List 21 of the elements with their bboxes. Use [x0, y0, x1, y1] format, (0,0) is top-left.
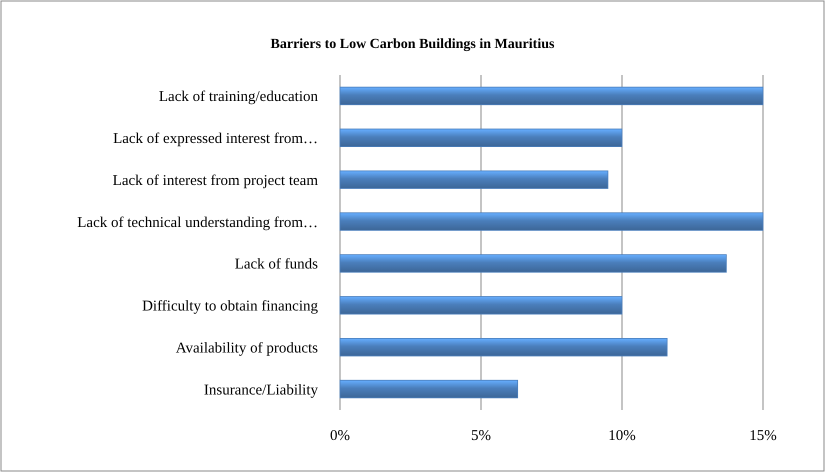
bar — [340, 86, 764, 106]
bar — [340, 380, 518, 398]
y-tick-label: Difficulty to obtain financing — [142, 298, 318, 315]
bar — [340, 296, 622, 315]
chart-title: Barriers to Low Carbon Buildings in Mauritius — [270, 37, 556, 52]
bar — [340, 170, 608, 189]
y-tick-label: Lack of technical understanding from… — [77, 214, 318, 231]
y-tick-label: Lack of interest from project team — [112, 172, 318, 189]
y-tick-label: Availability of products — [176, 340, 318, 356]
y-tick-label: Lack of expressed interest from… — [113, 131, 318, 148]
x-tick-label: 0% — [330, 428, 350, 444]
y-tick-label: Lack of training/education — [158, 89, 318, 106]
bar — [340, 212, 764, 231]
x-tick-label: 15% — [749, 428, 777, 444]
bar — [340, 338, 668, 356]
y-tick-label: Lack of funds — [234, 256, 318, 273]
bar — [340, 128, 622, 148]
x-tick-label: 10% — [608, 428, 636, 444]
x-tick-label: 5% — [471, 428, 491, 444]
bar — [340, 254, 727, 273]
y-tick-label: Insurance/Liability — [204, 382, 318, 398]
